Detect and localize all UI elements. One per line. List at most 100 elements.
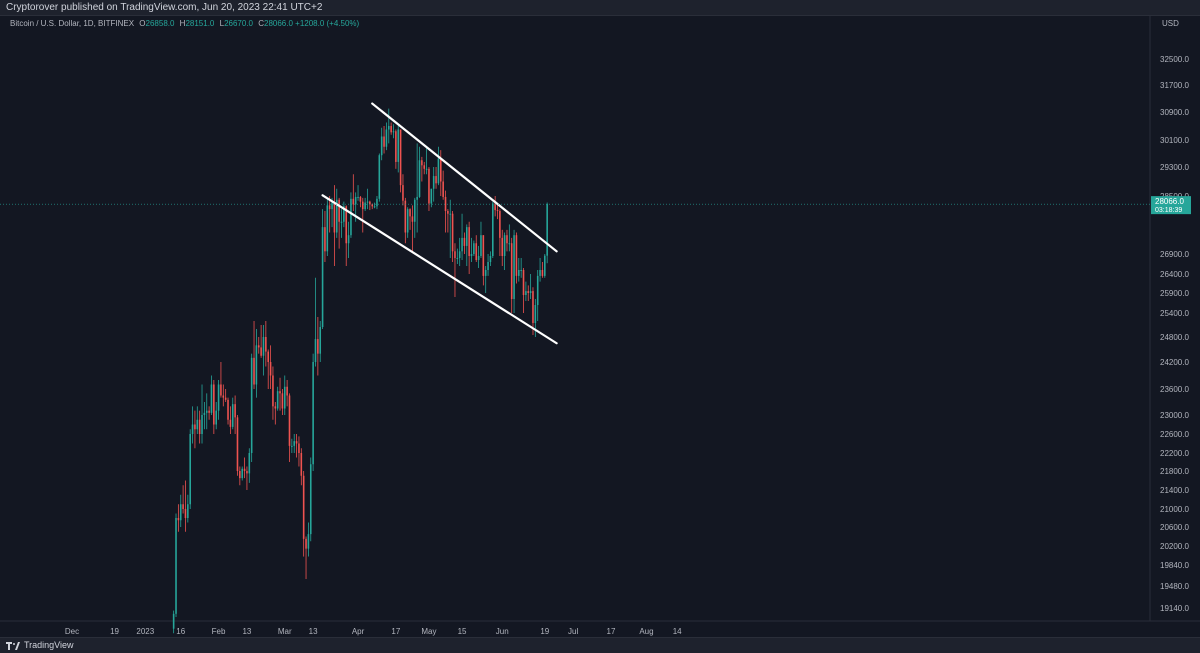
candle: [203, 402, 206, 430]
candle: [411, 205, 414, 252]
candle-body: [439, 158, 442, 182]
candle-body: [172, 613, 175, 629]
candle: [267, 349, 270, 389]
candle-body: [449, 213, 452, 215]
close-value: 28066.0: [264, 19, 293, 28]
candle-body: [262, 337, 265, 356]
candle: [378, 153, 381, 202]
x-tick-label: Mar: [278, 627, 292, 636]
candle: [527, 285, 530, 301]
candle: [373, 202, 376, 209]
candle-body: [529, 291, 532, 293]
candle-body: [525, 291, 527, 295]
candle: [253, 321, 255, 389]
candle-body: [506, 235, 508, 244]
candle: [309, 457, 312, 542]
candle: [456, 248, 459, 264]
low-value: 26670.0: [224, 19, 253, 28]
candle: [265, 321, 267, 367]
candle: [236, 415, 239, 476]
candle-body: [387, 126, 390, 130]
candle-body: [451, 213, 454, 252]
candle-body: [302, 475, 305, 539]
candle-body: [187, 504, 189, 518]
candles: [172, 108, 548, 634]
x-tick-label: May: [421, 627, 436, 636]
x-tick-label: 15: [458, 627, 467, 636]
candle: [172, 610, 175, 634]
time-axis[interactable]: Dec 19 2023 16 Feb 13 Mar 13 Apr 17 May 15 Jun 19 Jul 1…: [65, 627, 682, 636]
candle: [484, 266, 487, 293]
candle-body: [291, 445, 293, 447]
candle-body: [201, 415, 203, 434]
candle-body: [361, 201, 364, 210]
candle: [213, 380, 215, 434]
price-axis[interactable]: 19140.0 19480.0 19840.0 20200.0 20600.0 21000…: [1160, 55, 1189, 613]
candle-body: [250, 357, 253, 453]
candle: [525, 281, 527, 301]
candle-body: [350, 198, 352, 236]
candle-body: [430, 188, 433, 204]
candle-body: [447, 211, 449, 214]
candle: [350, 192, 352, 238]
y-tick-label: 19140.0: [1160, 604, 1189, 613]
candle: [302, 471, 305, 557]
candle-body: [213, 384, 215, 425]
candle-body: [463, 237, 466, 246]
y-tick-label: 30100.0: [1160, 136, 1189, 145]
candle-body: [373, 206, 376, 208]
trendlines[interactable]: [321, 102, 558, 345]
candle-body: [404, 200, 407, 233]
candle: [463, 232, 466, 254]
open-label: O: [139, 19, 146, 28]
candle: [298, 436, 300, 467]
candle: [506, 229, 508, 252]
candle-body: [366, 201, 369, 203]
candle-body: [333, 202, 336, 233]
candle-body: [340, 221, 343, 223]
candle-body: [534, 305, 537, 323]
candle: [335, 188, 338, 238]
candle: [385, 122, 388, 151]
candle-body: [286, 386, 288, 396]
candle: [536, 270, 539, 321]
candle-body: [227, 399, 229, 420]
candle-body: [205, 410, 208, 413]
candle-body: [347, 235, 350, 244]
candle-body: [331, 202, 333, 210]
candle: [189, 429, 191, 509]
candle-body: [309, 464, 312, 535]
publish-header: Cryptorover published on TradingView.com…: [0, 0, 1200, 16]
candle: [473, 240, 475, 256]
candle: [307, 522, 310, 557]
candle: [196, 406, 199, 434]
candle: [191, 406, 194, 444]
candle: [451, 211, 454, 262]
candle-body: [267, 351, 270, 362]
candle: [328, 196, 331, 233]
low-label: L: [219, 19, 225, 28]
candle: [520, 258, 522, 278]
candle: [175, 513, 177, 618]
candle: [387, 108, 390, 144]
candle-body: [501, 237, 504, 256]
candle: [305, 536, 307, 579]
candle: [465, 224, 468, 266]
candle-body: [352, 198, 355, 205]
candle-body: [413, 199, 416, 222]
candle-body: [409, 209, 411, 217]
candle-body: [354, 196, 357, 205]
y-tick-label: 19840.0: [1160, 561, 1189, 570]
y-tick-label: 31700.0: [1160, 81, 1189, 90]
price-chart[interactable]: USD 19140.0 19480.0 19840.0 20200.0 20600.0 2…: [0, 16, 1200, 637]
candle: [366, 188, 369, 210]
candle: [194, 410, 196, 449]
candle-body: [392, 131, 395, 133]
candle: [234, 395, 236, 434]
candle: [321, 209, 324, 329]
candle-body: [312, 362, 314, 465]
candle: [435, 167, 437, 189]
candle-body: [499, 211, 501, 238]
candle: [179, 494, 182, 527]
trendline-upper: [371, 102, 558, 253]
